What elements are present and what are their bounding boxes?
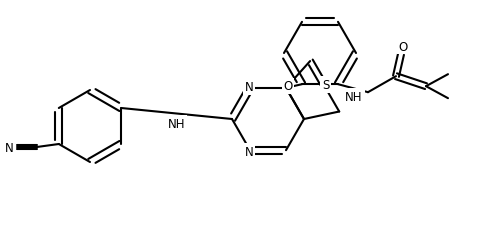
Text: O: O <box>283 80 293 93</box>
Text: NH: NH <box>168 118 186 131</box>
Text: O: O <box>398 40 408 53</box>
Text: S: S <box>322 79 329 91</box>
Text: N: N <box>245 81 253 94</box>
Text: N: N <box>245 145 253 158</box>
Text: N: N <box>4 141 13 154</box>
Text: NH: NH <box>345 90 363 103</box>
